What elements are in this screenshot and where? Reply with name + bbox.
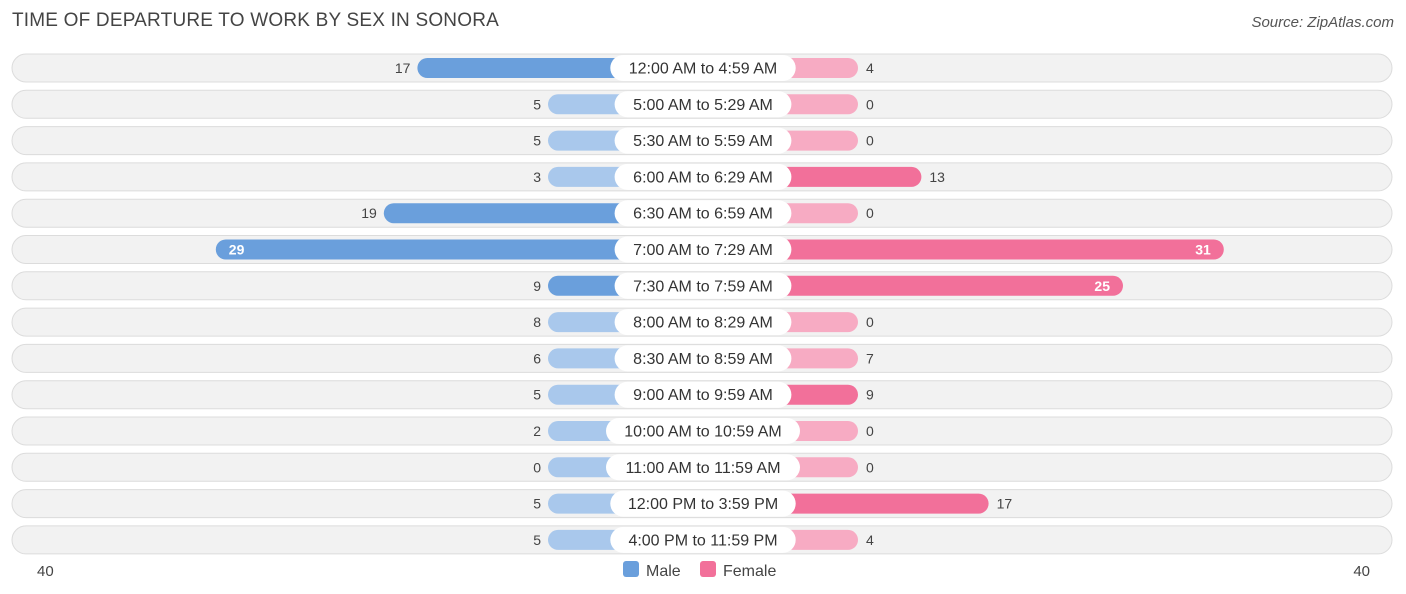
female-value-label: 17 xyxy=(997,496,1013,512)
category-label: 9:00 AM to 9:59 AM xyxy=(633,387,773,404)
category-label: 8:00 AM to 8:29 AM xyxy=(633,315,773,332)
male-value-label: 5 xyxy=(533,387,541,403)
male-value-label: 9 xyxy=(533,278,541,294)
category-label: 6:00 AM to 6:29 AM xyxy=(633,169,773,186)
female-value-label: 4 xyxy=(866,60,874,76)
female-value-label: 0 xyxy=(866,423,874,439)
female-value-label: 4 xyxy=(866,532,874,548)
category-label: 10:00 AM to 10:59 AM xyxy=(624,424,781,441)
male-value-label: 17 xyxy=(395,60,411,76)
category-label: 5:00 AM to 5:29 AM xyxy=(633,97,773,114)
chart-row: 8:30 AM to 8:59 AM 6 7 xyxy=(11,343,1393,373)
legend-male-label: Male xyxy=(646,563,681,580)
legend: Male Female xyxy=(623,561,776,580)
chart-source: Source: ZipAtlas.com xyxy=(1251,14,1394,31)
male-value-label: 5 xyxy=(533,96,541,112)
female-value-label: 0 xyxy=(866,314,874,330)
male-value-label: 8 xyxy=(533,314,541,330)
category-pill xyxy=(614,127,792,154)
category-pill xyxy=(614,345,792,372)
chart-row: 10:00 AM to 10:59 AM 2 0 xyxy=(11,416,1393,446)
category-label: 6:30 AM to 6:59 AM xyxy=(633,206,773,223)
category-pill xyxy=(614,381,792,408)
chart-row: 12:00 PM to 3:59 PM 5 17 xyxy=(11,489,1393,519)
female-value-label: 31 xyxy=(1195,242,1211,258)
category-label: 7:00 AM to 7:29 AM xyxy=(633,242,773,259)
legend-female-label: Female xyxy=(723,563,776,580)
female-bar xyxy=(703,239,1224,260)
male-value-label: 5 xyxy=(533,133,541,149)
category-pill xyxy=(614,200,792,227)
chart-row: 5:30 AM to 5:59 AM 5 0 xyxy=(11,126,1393,156)
female-value-label: 0 xyxy=(866,205,874,221)
category-label: 12:00 AM to 4:59 AM xyxy=(629,61,778,78)
category-pill xyxy=(614,309,792,336)
male-value-label: 5 xyxy=(533,496,541,512)
axis-label-left: 40 xyxy=(37,563,54,580)
chart-row: 12:00 AM to 4:59 AM 17 4 xyxy=(11,53,1393,83)
category-label: 4:00 PM to 11:59 PM xyxy=(628,532,777,549)
category-pill xyxy=(614,236,792,263)
category-pill xyxy=(614,272,792,299)
category-label: 8:30 AM to 8:59 AM xyxy=(633,351,773,368)
chart-row: 8:00 AM to 8:29 AM 8 0 xyxy=(11,307,1393,337)
legend-male-swatch xyxy=(623,561,639,577)
female-value-label: 9 xyxy=(866,387,874,403)
chart-row: 9:00 AM to 9:59 AM 5 9 xyxy=(11,380,1393,410)
male-value-label: 29 xyxy=(229,242,245,258)
chart-row: 6:30 AM to 6:59 AM 19 0 xyxy=(11,198,1393,228)
chart-row: 7:00 AM to 7:29 AM 29 31 xyxy=(11,235,1393,264)
category-pill xyxy=(614,91,792,118)
category-label: 7:30 AM to 7:59 AM xyxy=(633,278,773,295)
female-bar xyxy=(703,275,1123,296)
female-value-label: 25 xyxy=(1094,278,1110,294)
male-value-label: 0 xyxy=(533,459,541,475)
chart-row: 6:00 AM to 6:29 AM 3 13 xyxy=(11,162,1393,192)
female-value-label: 0 xyxy=(866,96,874,112)
category-pill xyxy=(610,55,796,81)
female-value-label: 7 xyxy=(866,350,874,366)
category-pill xyxy=(606,454,800,481)
category-label: 5:30 AM to 5:59 AM xyxy=(633,133,773,150)
category-label: 11:00 AM to 11:59 AM xyxy=(625,460,780,477)
female-value-label: 13 xyxy=(929,169,945,185)
male-value-label: 5 xyxy=(533,532,541,548)
category-pill xyxy=(610,490,796,517)
chart-row: 5:00 AM to 5:29 AM 5 0 xyxy=(11,89,1393,119)
female-value-label: 0 xyxy=(866,459,874,475)
category-label: 12:00 PM to 3:59 PM xyxy=(628,496,778,513)
category-pill xyxy=(610,526,796,553)
male-bar xyxy=(215,239,704,260)
female-value-label: 0 xyxy=(866,133,874,149)
chart-title: TIME OF DEPARTURE TO WORK BY SEX IN SONO… xyxy=(12,10,499,31)
chart-row: 4:00 PM to 11:59 PM 5 4 xyxy=(11,525,1393,555)
chart-row: 7:30 AM to 7:59 AM 9 25 xyxy=(11,271,1393,301)
male-value-label: 19 xyxy=(361,205,377,221)
category-pill xyxy=(606,418,800,444)
male-value-label: 6 xyxy=(533,350,541,366)
legend-female-swatch xyxy=(700,561,716,577)
axis-label-right: 40 xyxy=(1353,563,1370,580)
chart-row: 11:00 AM to 11:59 AM 0 0 xyxy=(11,452,1393,482)
male-value-label: 3 xyxy=(533,169,541,185)
male-value-label: 2 xyxy=(533,423,541,439)
category-pill xyxy=(614,163,792,190)
